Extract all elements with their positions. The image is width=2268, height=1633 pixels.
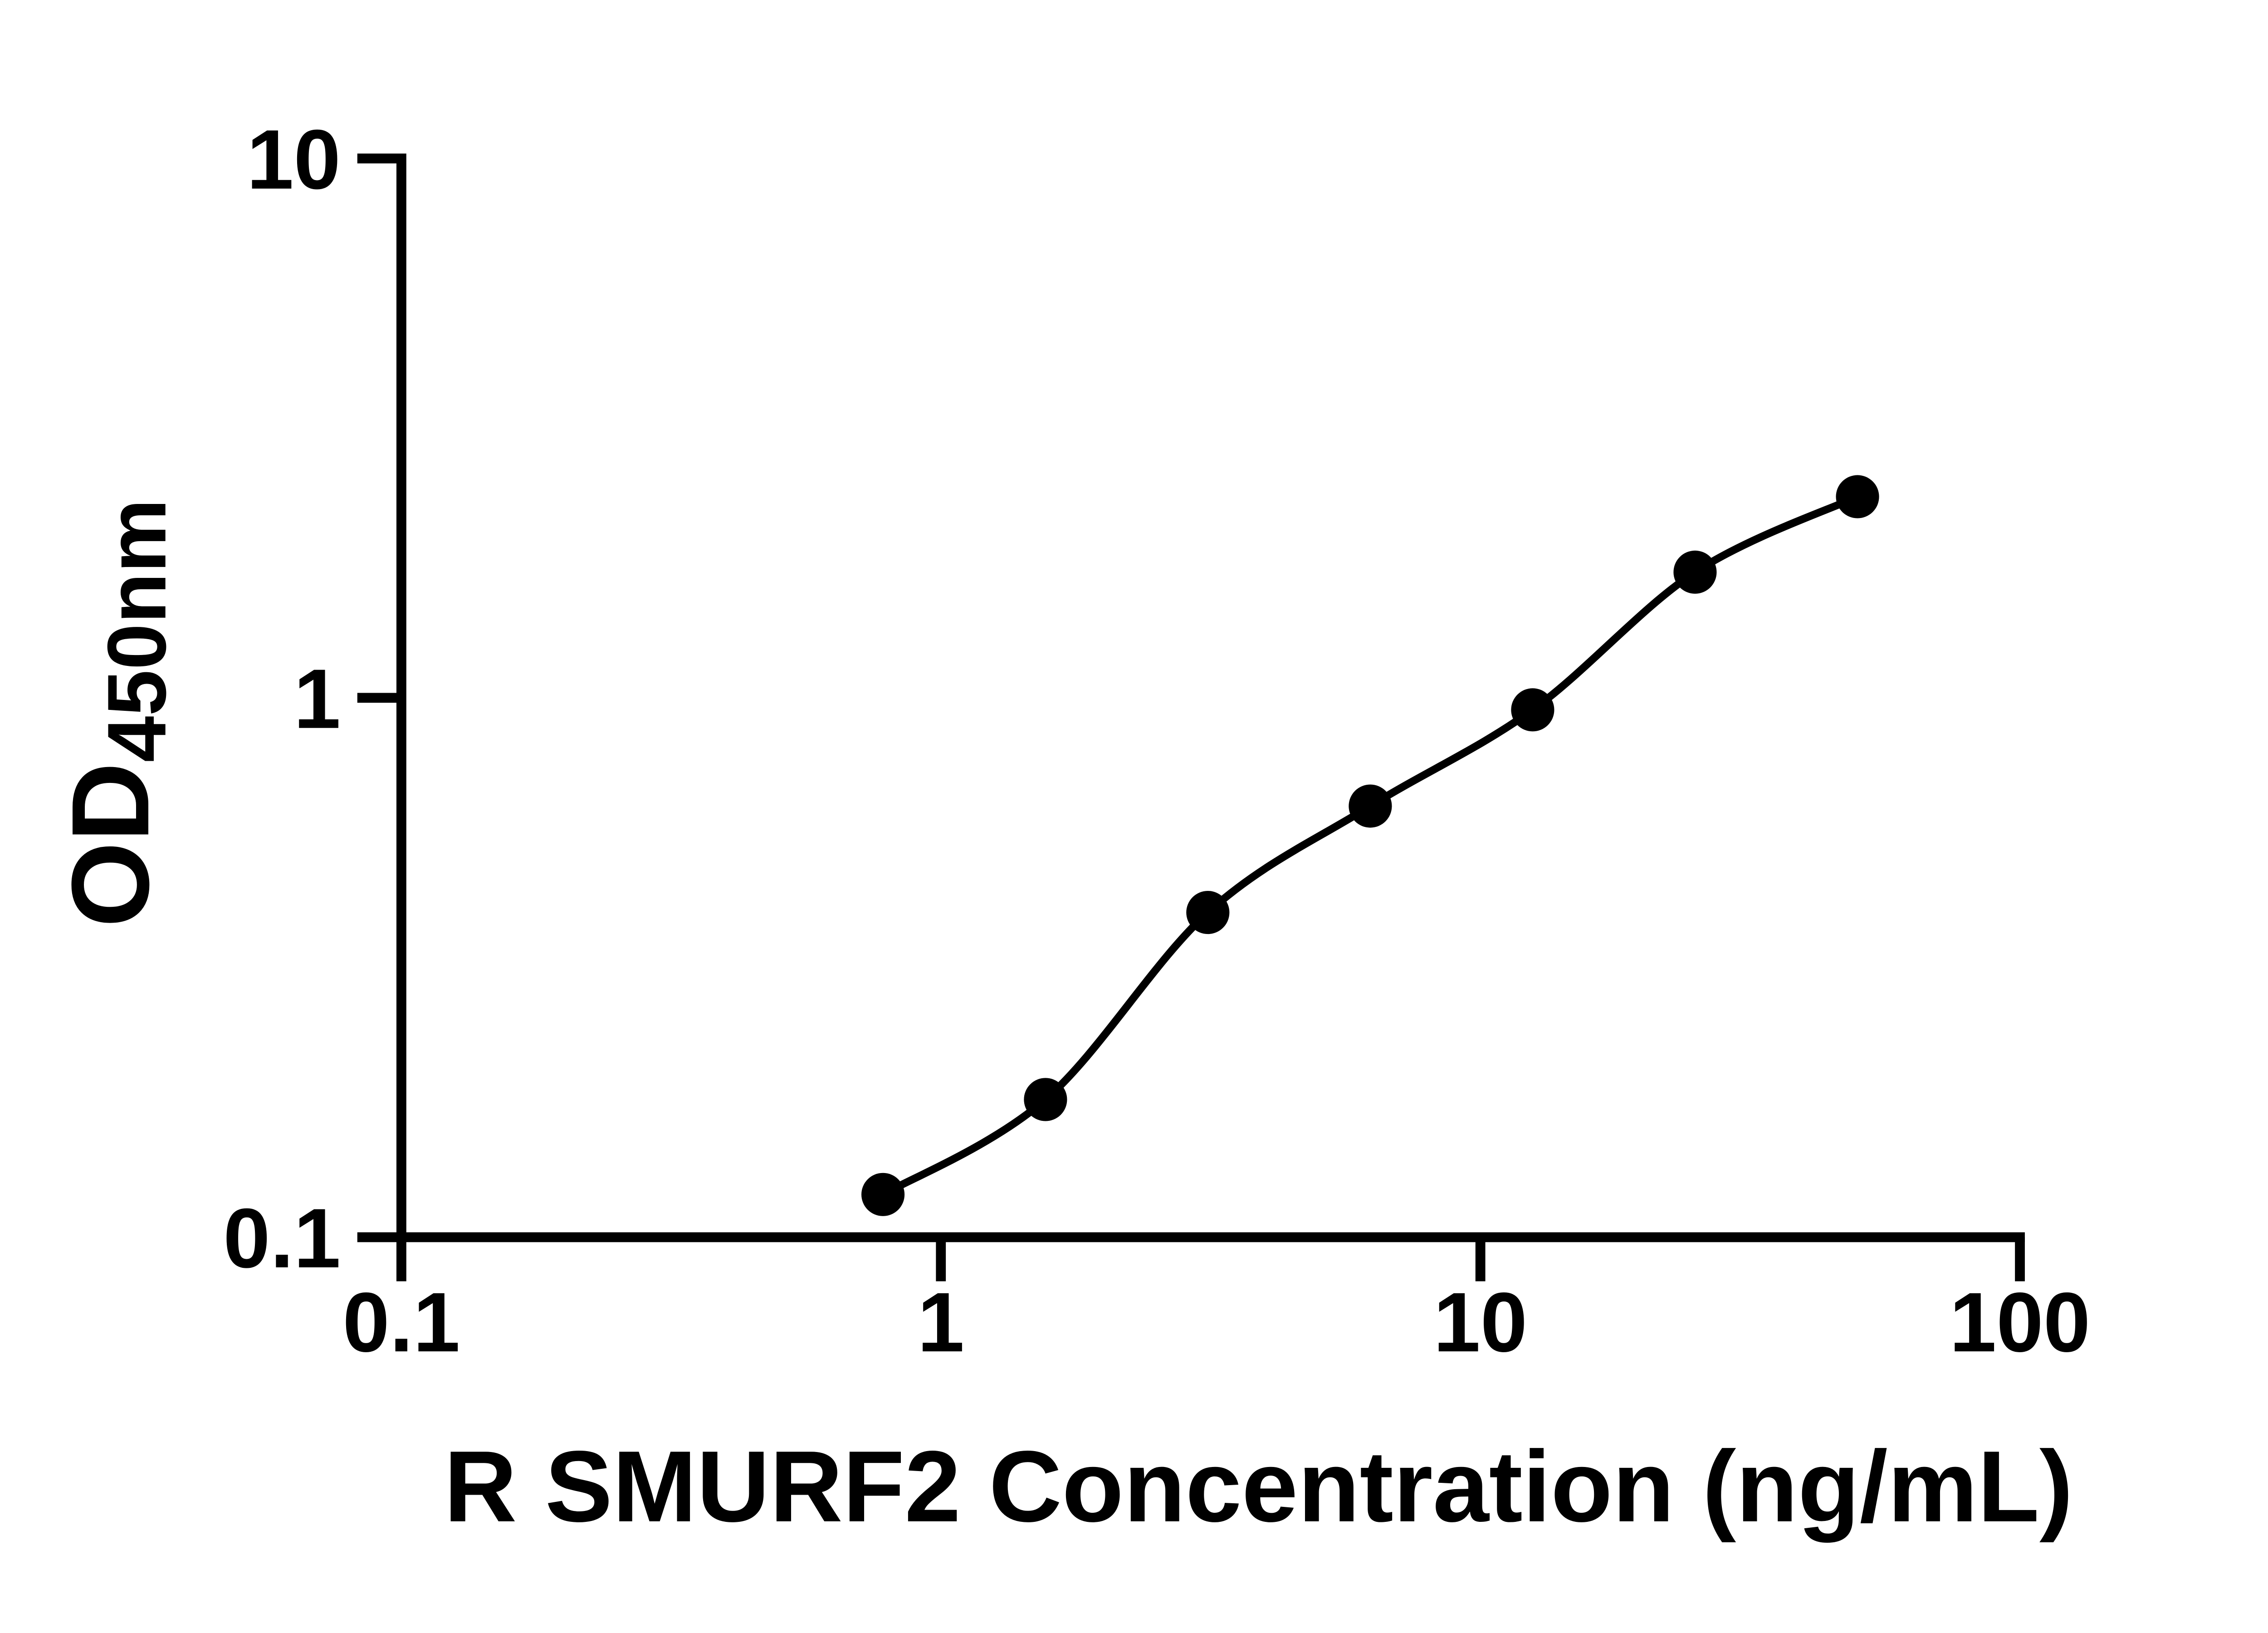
x-tick-label: 100	[1950, 1275, 2091, 1369]
y-axis-title-subscript: 450nm	[90, 499, 183, 763]
data-point-marker	[1673, 550, 1717, 594]
data-point-marker	[1511, 688, 1554, 732]
data-point-marker	[1186, 890, 1230, 934]
data-points-layer	[861, 475, 1879, 1216]
x-axis-title: R SMURF2 Concentration (ng/mL)	[444, 1430, 2073, 1543]
y-tick-label: 1	[293, 652, 341, 746]
y-axis-title: OD450nm	[49, 499, 183, 928]
x-tick-label: 1	[917, 1275, 964, 1369]
x-tick-label: 0.1	[342, 1275, 460, 1369]
y-tick-label: 10	[247, 112, 341, 207]
y-tick-label: 0.1	[223, 1191, 341, 1286]
axes: 0.1 1 10 0.1 1 10 100	[223, 112, 2090, 1369]
y-axis-title-main: OD	[49, 762, 172, 927]
data-point-marker	[1349, 784, 1392, 828]
data-point-marker	[1024, 1078, 1067, 1121]
data-point-marker	[1836, 475, 1879, 518]
data-point-marker	[861, 1173, 905, 1216]
x-tick-label: 10	[1433, 1275, 1527, 1369]
